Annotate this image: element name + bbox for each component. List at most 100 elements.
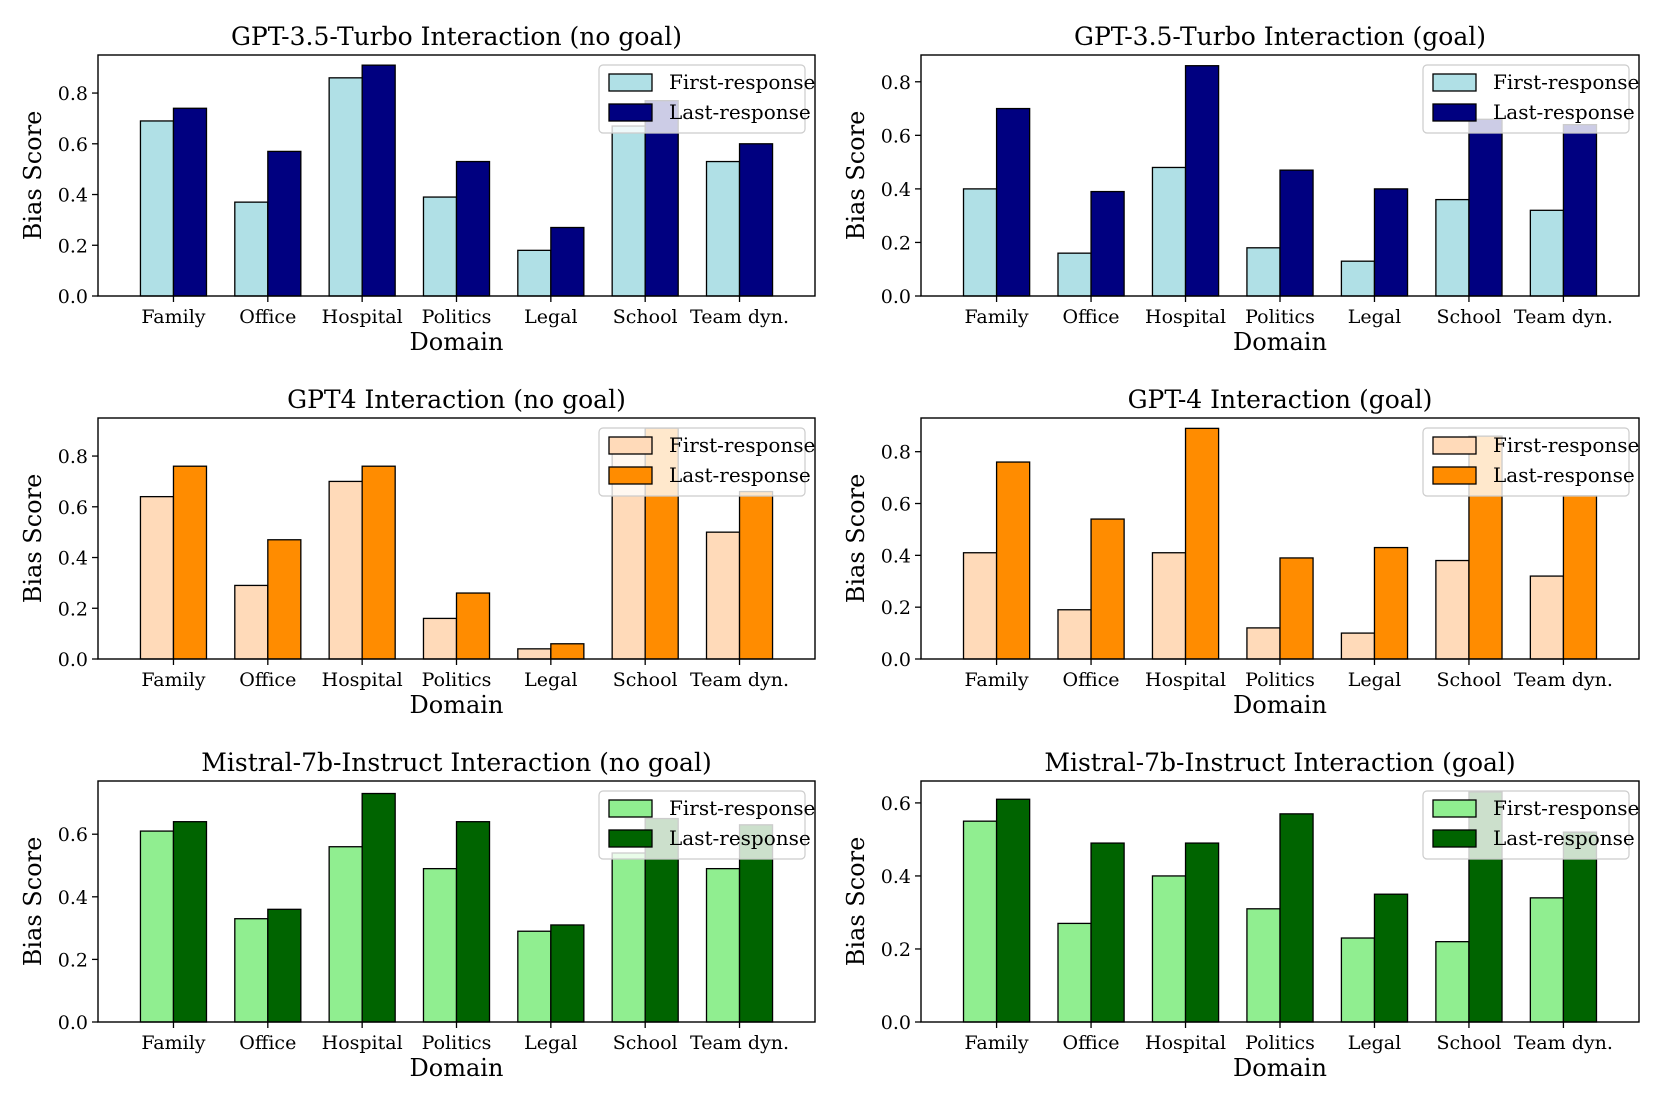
legend: First-response Last-response bbox=[1422, 427, 1639, 497]
bar-last-response-politics bbox=[1279, 169, 1314, 297]
legend-swatch-last bbox=[608, 103, 653, 122]
x-tick-label: Team dyn. bbox=[690, 306, 789, 328]
x-tick-label: Office bbox=[1063, 1032, 1120, 1054]
y-tick-label: 0.8 bbox=[881, 72, 911, 94]
x-tick-label: Politics bbox=[1245, 306, 1315, 328]
bar-first-response-family bbox=[139, 120, 175, 297]
legend-swatch-last bbox=[608, 466, 653, 485]
legend-label-last: Last-response bbox=[669, 100, 811, 124]
x-tick-label: Hospital bbox=[322, 669, 403, 691]
x-axis-label: Domain bbox=[410, 691, 504, 719]
chart-title: Mistral-7b-Instruct Interaction (no goal… bbox=[201, 748, 711, 777]
bar-first-response-politics bbox=[422, 196, 458, 297]
legend-label-last: Last-response bbox=[1493, 463, 1635, 487]
y-tick-label: 0.6 bbox=[58, 497, 88, 519]
x-tick-label: Family bbox=[965, 669, 1029, 691]
bar-last-response-hospital bbox=[361, 465, 396, 660]
x-tick-label: Office bbox=[239, 669, 296, 691]
y-tick-label: 0.6 bbox=[58, 134, 88, 156]
bar-last-response-team-dyn bbox=[1562, 123, 1598, 297]
bar-first-response-school bbox=[1435, 941, 1470, 1023]
bar-first-response-family bbox=[962, 552, 998, 660]
y-tick-label: 0.8 bbox=[58, 446, 88, 468]
x-axis-label: Domain bbox=[410, 328, 504, 356]
bar-first-response-team-dyn bbox=[705, 867, 741, 1023]
legend-label-first: First-response bbox=[669, 796, 815, 820]
bar-first-response-office bbox=[234, 201, 269, 297]
x-tick-label: Legal bbox=[524, 669, 577, 691]
bar-last-response-hospital bbox=[361, 792, 396, 1023]
y-tick-label: 0.2 bbox=[881, 232, 911, 254]
y-tick-label: 0.0 bbox=[58, 286, 88, 308]
x-tick-label: Politics bbox=[422, 306, 492, 328]
x-tick-label: Family bbox=[141, 1032, 205, 1054]
x-tick-label: Family bbox=[965, 1032, 1029, 1054]
bar-last-response-legal bbox=[1373, 546, 1409, 660]
bar-last-response-office bbox=[267, 539, 302, 660]
y-tick-label: 0.4 bbox=[58, 887, 88, 909]
bar-last-response-family bbox=[172, 107, 208, 297]
legend-label-first: First-response bbox=[669, 70, 815, 94]
bar-last-response-hospital bbox=[361, 64, 396, 297]
y-tick-label: 0.6 bbox=[58, 824, 88, 846]
bar-first-response-legal bbox=[1340, 260, 1376, 297]
bar-last-response-family bbox=[172, 821, 208, 1023]
bar-first-response-legal bbox=[517, 930, 552, 1023]
x-tick-label: School bbox=[1437, 306, 1502, 328]
bar-first-response-hospital bbox=[328, 77, 363, 297]
bar-last-response-team-dyn bbox=[1562, 831, 1598, 1023]
bar-last-response-family bbox=[995, 461, 1031, 660]
legend-label-last: Last-response bbox=[669, 826, 811, 850]
bar-first-response-office bbox=[1057, 922, 1092, 1023]
chart-title: GPT-3.5-Turbo Interaction (no goal) bbox=[231, 22, 682, 51]
bar-last-response-politics bbox=[455, 821, 491, 1023]
legend-swatch-first bbox=[608, 73, 653, 92]
x-tick-label: Family bbox=[965, 306, 1029, 328]
bar-first-response-legal bbox=[517, 249, 552, 297]
bar-first-response-office bbox=[1057, 609, 1092, 660]
bar-last-response-office bbox=[1090, 190, 1125, 297]
legend-swatch-first bbox=[1432, 799, 1477, 818]
bar-last-response-politics bbox=[1279, 557, 1314, 660]
chart-title: GPT-4 Interaction (goal) bbox=[1128, 385, 1433, 414]
y-tick-label: 0.2 bbox=[58, 235, 88, 257]
chart-panel-4: GPT-4 Interaction (goal) First-response La… bbox=[842, 385, 1640, 719]
bar-last-response-school bbox=[1468, 118, 1503, 297]
x-axis-label: Domain bbox=[1233, 328, 1327, 356]
bar-first-response-family bbox=[139, 830, 175, 1023]
y-axis-label: Bias Score bbox=[842, 111, 870, 241]
bar-first-response-politics bbox=[1246, 908, 1281, 1023]
x-tick-label: Politics bbox=[422, 1032, 492, 1054]
x-tick-label: Office bbox=[1063, 669, 1120, 691]
legend: First-response Last-response bbox=[598, 64, 815, 134]
legend-label-first: First-response bbox=[669, 433, 815, 457]
x-tick-label: Legal bbox=[524, 306, 577, 328]
x-tick-label: School bbox=[1437, 1032, 1502, 1054]
y-tick-label: 0.2 bbox=[58, 949, 88, 971]
legend-swatch-first bbox=[608, 799, 653, 818]
x-tick-label: Hospital bbox=[322, 306, 403, 328]
bar-first-response-team-dyn bbox=[705, 531, 741, 660]
chart-panel-5: Mistral-7b-Instruct Interaction (no goal… bbox=[19, 748, 816, 1082]
y-tick-label: 0.6 bbox=[881, 793, 911, 815]
bar-last-response-family bbox=[172, 465, 208, 660]
x-tick-label: Legal bbox=[1348, 1032, 1401, 1054]
legend-label-last: Last-response bbox=[1493, 826, 1635, 850]
bar-first-response-office bbox=[234, 918, 269, 1023]
bar-last-response-hospital bbox=[1184, 65, 1220, 297]
y-tick-label: 0.4 bbox=[881, 866, 911, 888]
x-tick-label: Team dyn. bbox=[690, 669, 789, 691]
bar-first-response-hospital bbox=[1151, 875, 1187, 1023]
bar-first-response-politics bbox=[422, 867, 458, 1023]
y-tick-label: 0.2 bbox=[881, 597, 911, 619]
bar-first-response-hospital bbox=[1151, 166, 1187, 297]
legend: First-response Last-response bbox=[598, 790, 815, 860]
legend: First-response Last-response bbox=[1422, 790, 1639, 860]
x-tick-label: Hospital bbox=[1145, 306, 1226, 328]
y-tick-label: 0.0 bbox=[881, 1012, 911, 1034]
x-axis-label: Domain bbox=[410, 1054, 504, 1082]
x-tick-label: Office bbox=[239, 1032, 296, 1054]
bar-first-response-team-dyn bbox=[1529, 209, 1565, 297]
